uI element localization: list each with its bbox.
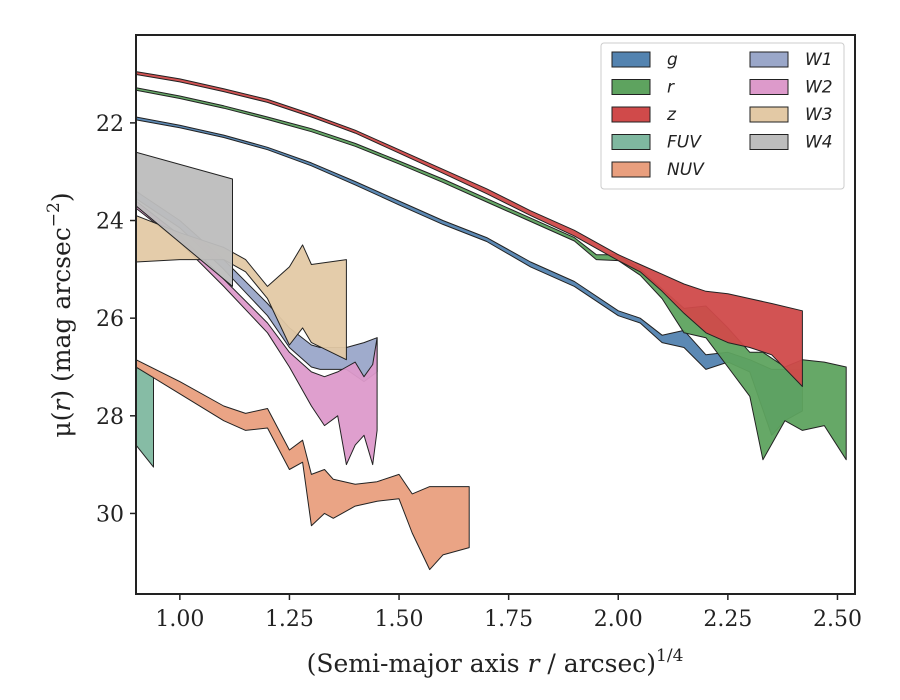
x-tick-label: 1.50 [375, 607, 424, 632]
legend-swatch-g [611, 51, 651, 68]
legend-swatch-r [611, 79, 651, 95]
band-w4 [136, 151, 233, 287]
x-tick-label: 2.50 [813, 607, 862, 632]
y-axis-label: μ(r) (mag arcsec−2) [44, 192, 76, 437]
band-nuv [136, 359, 470, 571]
legend-label-w3: W3 [805, 105, 833, 125]
legend-swatch-w2 [749, 79, 789, 95]
legend-label-w4: W4 [805, 133, 833, 153]
data-bands [136, 71, 847, 571]
legend-label-w2: W2 [805, 78, 833, 98]
legend: grz FUV NUV W1 W2 W3 W4 [600, 42, 845, 190]
x-tick-label: 1.00 [155, 607, 204, 632]
x-axis-label: (Semi-major axis r / arcsec)1/4 [307, 646, 684, 678]
band-r [136, 87, 847, 461]
legend-label-r: r [667, 78, 675, 98]
y-tick-label: 24 [96, 210, 124, 235]
x-axis: 1.00 1.25 1.50 1.75 2.00 2.25 2.50 [155, 594, 862, 632]
legend-swatch-w3 [749, 106, 789, 123]
y-tick-label: 28 [96, 405, 124, 430]
band-z [136, 71, 803, 387]
legend-swatch-z [611, 106, 651, 123]
legend-label-g: g [667, 50, 678, 70]
x-tick-label: 1.25 [265, 607, 314, 632]
x-tick-label: 2.25 [703, 607, 752, 632]
plot-frame [135, 34, 856, 595]
x-tick-label: 1.75 [484, 607, 533, 632]
y-tick-label: 26 [96, 307, 124, 332]
x-tick-label: 2.00 [594, 607, 643, 632]
y-tick-label: 30 [96, 502, 124, 527]
legend-swatch-fuv [611, 134, 651, 150]
y-tick-label: 22 [96, 112, 124, 137]
legend-swatch-nuv [611, 161, 651, 178]
legend-label-nuv: NUV [667, 160, 705, 180]
legend-label-fuv: FUV [667, 133, 702, 153]
legend-swatch-w4 [749, 134, 789, 150]
legend-swatch-w1 [749, 51, 789, 68]
legend-label-z: z [666, 105, 677, 125]
band-w2 [136, 200, 378, 466]
y-axis: 22 24 26 28 30 [96, 112, 136, 527]
legend-label-w1: W1 [805, 50, 833, 70]
